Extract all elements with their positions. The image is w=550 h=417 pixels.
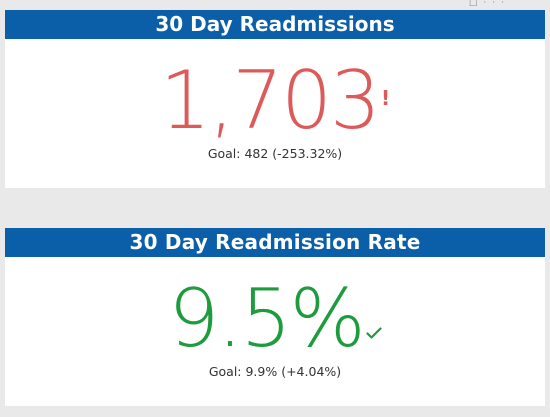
more-options-icon[interactable]: ··· bbox=[483, 0, 510, 8]
card-title: 30 Day Readmissions bbox=[5, 10, 545, 39]
top-strip: □··· bbox=[0, 0, 550, 10]
kpi-value: 9.5% bbox=[168, 272, 365, 365]
visual-header-icons[interactable]: □··· bbox=[469, 0, 510, 8]
kpi-value: 1,703 bbox=[159, 54, 381, 147]
card-title: 30 Day Readmission Rate bbox=[5, 228, 545, 257]
kpi-card-readmission-rate[interactable]: 30 Day Readmission Rate 9.5% Goal: 9.9% … bbox=[5, 228, 545, 406]
focus-mode-icon[interactable]: □ bbox=[468, 0, 484, 8]
check-icon bbox=[366, 324, 382, 343]
alert-icon: ! bbox=[380, 86, 391, 110]
kpi-card-readmissions[interactable]: 30 Day Readmissions 1,703! Goal: 482 (-2… bbox=[5, 10, 545, 188]
goal-text: Goal: 482 (-253.32%) bbox=[207, 146, 343, 161]
kpi-row: 9.5% bbox=[5, 274, 545, 364]
goal-text: Goal: 9.9% (+4.04%) bbox=[208, 364, 342, 379]
kpi-row: 1,703! bbox=[5, 56, 545, 146]
